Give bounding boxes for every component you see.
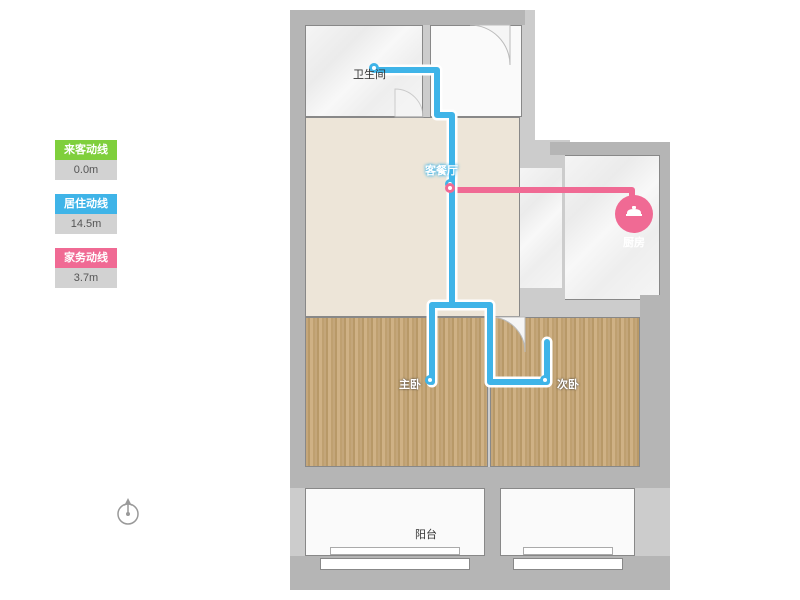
label-kitchen: 厨房: [623, 234, 645, 250]
room-second: [490, 317, 640, 467]
wall-seg-8: [550, 142, 670, 155]
dot-master: [425, 375, 435, 385]
room-kitchen-corridor: [520, 168, 562, 288]
wall-seg-2: [290, 10, 525, 25]
room-balcony-left: [305, 488, 485, 556]
legend-visitor-value: 0.0m: [55, 160, 117, 180]
balcony-window-right: [513, 558, 623, 570]
dot-pink: [445, 183, 455, 193]
room-upper-right: [430, 25, 522, 117]
legend-item-chore: 家务动线 3.7m: [55, 248, 117, 288]
balcony-window-left: [320, 558, 470, 570]
notch-top-right: [535, 10, 670, 155]
room-master: [305, 317, 488, 467]
label-bathroom: 卫生间: [353, 66, 386, 82]
compass-icon: [108, 490, 148, 535]
legend-chore-label: 家务动线: [55, 248, 117, 268]
balcony-rail-left: [330, 547, 460, 555]
legend-visitor-label: 来客动线: [55, 140, 117, 160]
floorplan: 卫生间 客餐厅 厨房 主卧 次卧 阳台: [275, 10, 675, 590]
legend-living-value: 14.5m: [55, 214, 117, 234]
kitchen-badge: [615, 195, 653, 233]
label-master: 主卧: [399, 376, 421, 392]
room-balcony-right: [500, 488, 635, 556]
room-living: [305, 117, 520, 317]
legend-living-label: 居住动线: [55, 194, 117, 214]
wall-seg-3: [290, 467, 670, 488]
legend-item-living: 居住动线 14.5m: [55, 194, 117, 234]
wall-seg-1: [290, 10, 305, 475]
balcony-rail-right: [523, 547, 613, 555]
legend-chore-value: 3.7m: [55, 268, 117, 288]
legend-panel: 来客动线 0.0m 居住动线 14.5m 家务动线 3.7m: [55, 140, 117, 302]
label-balcony: 阳台: [415, 526, 437, 542]
legend-item-visitor: 来客动线 0.0m: [55, 140, 117, 180]
dot-second: [540, 375, 550, 385]
label-living: 客餐厅: [425, 162, 458, 178]
label-second: 次卧: [557, 376, 579, 392]
wall-seg-4: [640, 295, 670, 488]
wall-seg-6: [485, 488, 500, 568]
wall-seg-7: [660, 150, 670, 300]
